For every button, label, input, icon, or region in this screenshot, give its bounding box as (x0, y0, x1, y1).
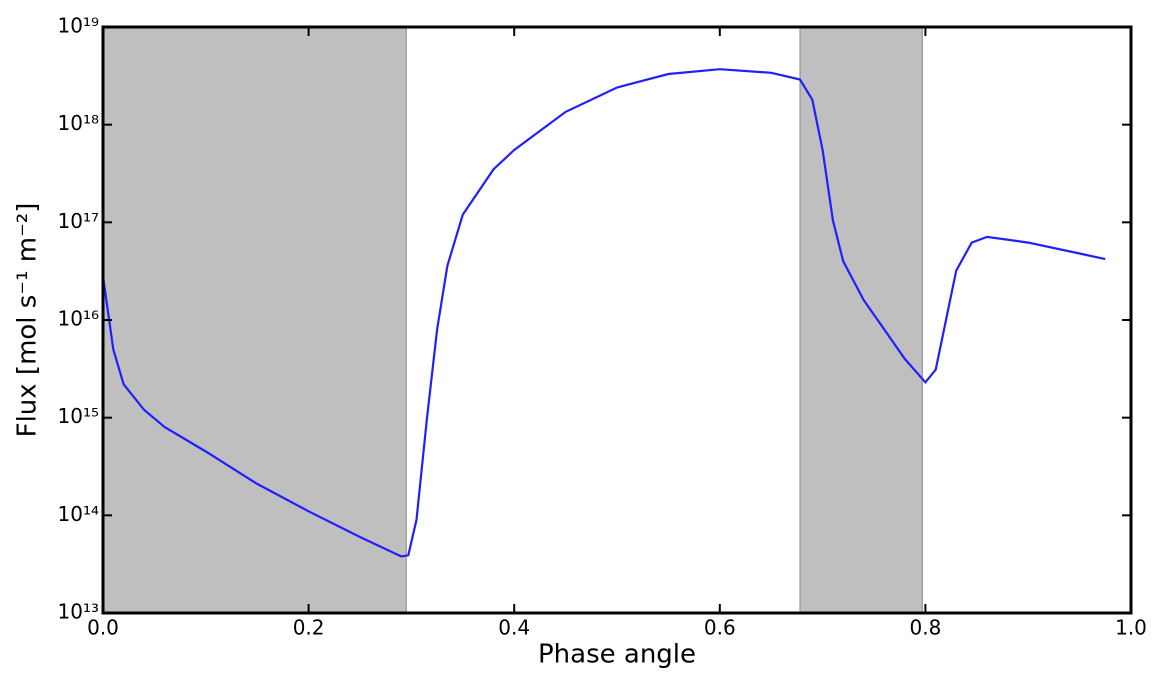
y-tick-label: 10¹³ (58, 600, 99, 624)
x-tick-label: 0.8 (909, 616, 941, 640)
plot-frame (101, 25, 1133, 615)
y-tick-label: 10¹⁷ (58, 209, 99, 233)
y-tick-label: 10¹⁴ (58, 502, 99, 526)
shaded-region (799, 26, 923, 614)
y-tick-label: 10¹⁶ (58, 307, 99, 331)
y-axis-label: Flux [mol s⁻¹ m⁻²] (13, 203, 43, 438)
y-tick-label: 10¹⁹ (58, 14, 99, 38)
x-tick-label: 0.6 (704, 616, 736, 640)
shaded-region (102, 26, 407, 614)
y-tick-label: 10¹⁵ (58, 404, 99, 428)
x-axis-label: Phase angle (538, 640, 696, 670)
x-tick-label: 0.4 (498, 616, 530, 640)
x-tick-label: 0.2 (293, 616, 325, 640)
x-tick-label: 1.0 (1115, 616, 1147, 640)
y-tick-label: 10¹⁸ (58, 111, 99, 135)
x-tick-label: 0.0 (87, 616, 119, 640)
line (101, 68, 1106, 558)
